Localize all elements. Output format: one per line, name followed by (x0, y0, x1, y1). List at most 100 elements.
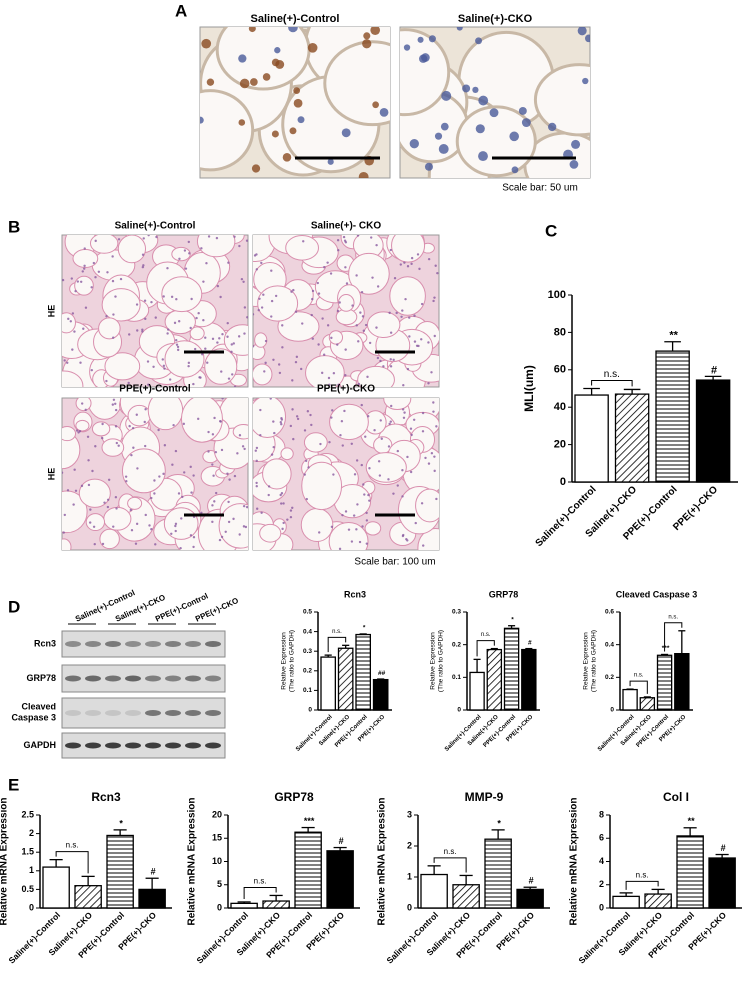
cell (310, 313, 313, 317)
cell (161, 358, 164, 361)
cell (293, 98, 303, 108)
alveolus (389, 276, 426, 316)
cell (418, 267, 421, 271)
alveolus (285, 235, 319, 261)
cell (356, 235, 360, 237)
cell (269, 398, 272, 400)
cell (197, 312, 200, 315)
cell (117, 444, 120, 447)
cell (236, 452, 239, 455)
cell (91, 469, 94, 473)
cell (433, 296, 436, 299)
bar-label: *** (304, 816, 315, 826)
cell (345, 282, 349, 285)
cell (396, 484, 399, 487)
cell (162, 295, 165, 298)
y-axis-label: Relative Expression (281, 632, 288, 690)
cell (179, 546, 182, 550)
cell (364, 323, 368, 327)
cell (192, 545, 195, 549)
cell (328, 383, 331, 386)
panel-title: PPE(+)-CKO (317, 384, 375, 395)
cell (370, 27, 381, 35)
bar (355, 633, 372, 711)
alveolus (101, 438, 125, 457)
cell (361, 315, 365, 318)
cell (227, 261, 230, 264)
cell (456, 27, 463, 31)
blot-band (165, 742, 181, 749)
alveolus (104, 352, 141, 381)
cell (192, 536, 196, 539)
cell (214, 450, 218, 454)
cell (174, 449, 178, 453)
cell (376, 356, 380, 360)
row-label: Rcn3 (34, 638, 56, 648)
cell (136, 329, 139, 332)
cell (248, 27, 256, 33)
cell (424, 456, 427, 460)
cell (373, 429, 376, 432)
cell (304, 459, 308, 463)
cell (433, 469, 436, 473)
cell (74, 489, 78, 492)
cell (401, 534, 405, 538)
cell (368, 499, 371, 502)
cell (329, 272, 333, 275)
photo-content (62, 235, 248, 387)
panel-title: Saline(+)-Control (251, 13, 340, 25)
cell (379, 359, 382, 363)
cell (86, 435, 90, 438)
bracket-label: n.s. (254, 877, 267, 886)
cell (330, 416, 333, 419)
cell (406, 265, 410, 268)
cell (105, 315, 108, 318)
bracket-label: n.s. (332, 629, 342, 635)
cell (404, 297, 407, 301)
blot-band (65, 710, 81, 716)
bar-label: ** (688, 816, 696, 826)
row-label: GAPDH (23, 740, 56, 750)
cell (212, 474, 215, 477)
y-tick-label: 0.1 (303, 687, 312, 694)
cell (392, 358, 395, 362)
y-axis-label: Relative mRNA Expression (0, 797, 10, 925)
cell (406, 367, 410, 371)
cell (87, 483, 91, 487)
cell (344, 373, 347, 377)
cell (92, 525, 96, 528)
cell (202, 319, 205, 322)
cell (94, 445, 97, 448)
cell (475, 37, 483, 45)
y-tick-label: 0 (308, 707, 312, 714)
cell (330, 336, 333, 340)
cell (255, 268, 258, 271)
cell (189, 326, 192, 330)
y-tick-label: 80 (554, 326, 566, 338)
y-tick-label: 8 (599, 809, 604, 819)
cell (393, 277, 397, 280)
cell (253, 345, 255, 348)
cell (174, 529, 177, 533)
cell (367, 415, 370, 418)
photo-content (62, 398, 248, 550)
cell (370, 236, 373, 239)
cell (336, 309, 340, 313)
cell (327, 158, 334, 165)
cell (422, 544, 425, 547)
cell (571, 139, 581, 149)
cell (253, 254, 257, 257)
cell (341, 513, 344, 517)
cell (257, 308, 260, 312)
bracket-label: n.s. (668, 614, 678, 620)
cell (291, 379, 294, 382)
alveolus (337, 294, 355, 312)
cell (344, 241, 348, 244)
cell (306, 410, 310, 413)
cell (259, 408, 262, 412)
cell (240, 277, 244, 281)
cell (340, 420, 344, 423)
cell (281, 346, 284, 349)
blot-band (85, 742, 101, 749)
cell (341, 444, 344, 447)
